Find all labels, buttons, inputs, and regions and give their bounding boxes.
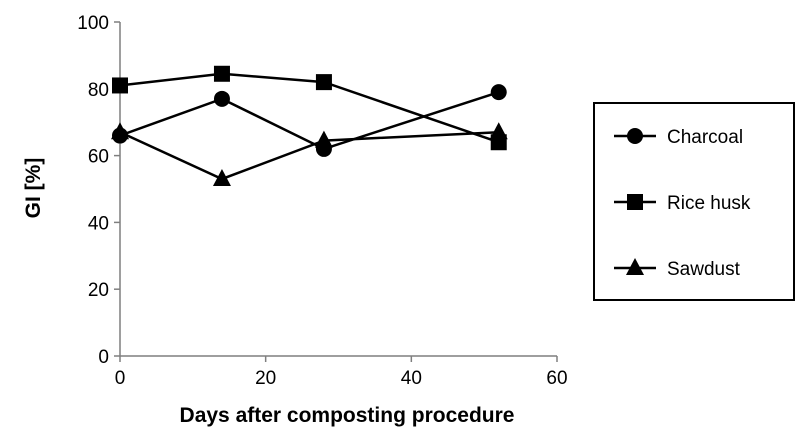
x-axis-title: Days after composting procedure bbox=[180, 404, 515, 427]
x-tick-label: 40 bbox=[401, 368, 422, 389]
data-point-sawdust bbox=[314, 130, 333, 148]
data-point-sawdust bbox=[212, 168, 231, 186]
y-tick-label: 40 bbox=[88, 213, 109, 234]
data-point-rice-husk bbox=[112, 77, 128, 94]
data-point-sawdust bbox=[489, 122, 508, 140]
series-line-charcoal bbox=[119, 90, 500, 151]
series-line-sawdust bbox=[119, 130, 499, 181]
legend-marker-rice-husk bbox=[627, 194, 643, 210]
data-point-rice-husk bbox=[315, 74, 332, 91]
legend-label-sawdust: Sawdust bbox=[667, 259, 741, 280]
y-tick-label: 0 bbox=[98, 347, 109, 368]
legend-label-rice-husk: Rice husk bbox=[667, 193, 751, 214]
data-point-charcoal bbox=[490, 84, 507, 101]
data-point-sawdust bbox=[111, 122, 129, 140]
x-tick-label: 60 bbox=[546, 368, 567, 389]
x-tick-label: 0 bbox=[115, 368, 126, 389]
y-tick-label: 20 bbox=[88, 280, 109, 301]
legend-marker-sawdust bbox=[626, 258, 644, 275]
legend: Charcoal Rice husk Sawdust bbox=[593, 102, 795, 301]
legend-label-charcoal: Charcoal bbox=[667, 127, 743, 148]
y-tick-label: 60 bbox=[88, 147, 109, 168]
series-line-rice-husk bbox=[119, 72, 500, 144]
legend-marker-charcoal bbox=[627, 128, 643, 144]
axes: 0 20 40 60 80 100 0 20 40 60 bbox=[77, 13, 567, 389]
series-layer bbox=[111, 65, 508, 186]
series-sawdust bbox=[111, 122, 508, 186]
y-tick-label: 100 bbox=[77, 13, 109, 34]
y-axis-title: GI [%] bbox=[22, 158, 45, 219]
y-tick-label: 80 bbox=[88, 80, 109, 101]
data-point-rice-husk bbox=[213, 65, 230, 82]
data-point-charcoal bbox=[213, 90, 230, 107]
x-tick-label: 20 bbox=[255, 368, 276, 389]
